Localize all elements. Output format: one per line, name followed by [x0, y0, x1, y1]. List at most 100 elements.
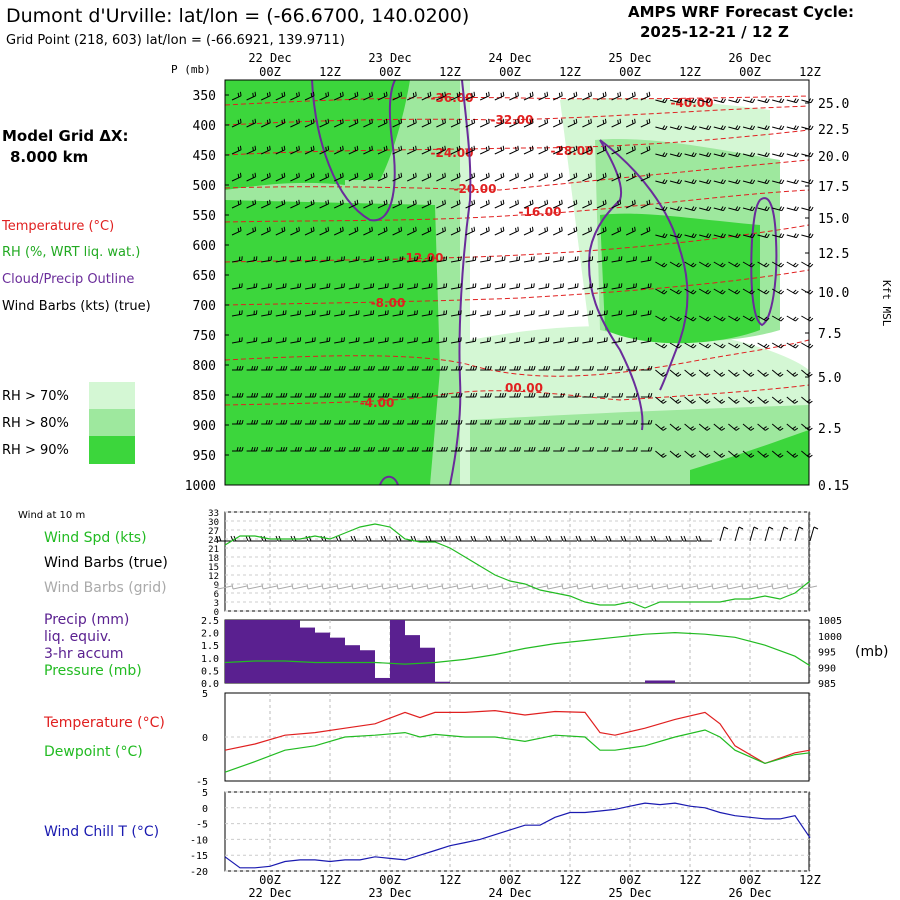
- wind-barb: [771, 288, 785, 295]
- wind-barb: [728, 179, 741, 185]
- wind-barb: [611, 199, 622, 209]
- wind-barb-true: [485, 535, 502, 542]
- bottom-time-label: 12Z: [319, 873, 341, 887]
- pressure-tick-label: 850: [193, 389, 216, 404]
- wind-barb: [377, 172, 388, 182]
- wind-barb: [378, 420, 390, 425]
- wind-barb: [640, 310, 652, 317]
- wind-barb: [509, 145, 519, 155]
- wind-barb: [260, 172, 271, 182]
- wind-barb: [436, 118, 446, 128]
- wind-barb-true: [764, 526, 774, 542]
- wind-barb: [538, 420, 551, 425]
- wind-barb: [436, 172, 446, 182]
- wind-barb: [436, 420, 448, 425]
- wind-barb: [567, 447, 580, 452]
- wind-barb: [231, 91, 242, 101]
- wind-barb: [494, 118, 505, 128]
- wind-barb: [771, 315, 785, 322]
- wind-barb: [728, 233, 741, 239]
- wind-barb: [494, 172, 505, 182]
- wind-barb: [611, 256, 623, 263]
- wind-barb-true: [575, 535, 592, 542]
- wind-barb: [348, 91, 359, 101]
- wind-barb: [319, 172, 330, 182]
- wind-barb: [305, 366, 317, 371]
- wind-barb: [757, 233, 770, 239]
- wind-barb: [655, 450, 667, 458]
- wind-barbs-grid-label: Wind Barbs (grid): [44, 580, 167, 596]
- top-day-label: 24 Dec: [488, 51, 531, 65]
- pressure-tick-label: 600: [193, 239, 216, 254]
- wind-barb: [334, 283, 345, 290]
- wind-barb: [771, 450, 784, 458]
- top-time-label: 00Z: [379, 65, 401, 79]
- pressure-tick-label: 550: [193, 209, 216, 224]
- wind-barb-grid: [666, 583, 683, 590]
- wind-barb-grid: [456, 583, 473, 590]
- wind-barb: [684, 206, 697, 212]
- top-time-label: 12Z: [559, 65, 581, 79]
- wind-barb: [363, 310, 375, 317]
- wind-barbs-true-label: Wind Barbs (true): [44, 555, 168, 571]
- wind-barb: [684, 342, 697, 349]
- wind-barb: [655, 233, 668, 239]
- height-tick-label: 0.15: [818, 479, 849, 494]
- wind-barb: [728, 423, 740, 431]
- pressure-tick-label: 350: [193, 89, 216, 104]
- wind-barb: [421, 366, 434, 371]
- wind-barb: [713, 152, 726, 158]
- wind-barb: [261, 393, 273, 398]
- wind-barb: [275, 118, 286, 128]
- wind-barb: [509, 172, 519, 182]
- wind-barb-true: [470, 535, 487, 542]
- wind-barb: [509, 393, 521, 398]
- wind-barb: [377, 199, 388, 209]
- wind-barb: [699, 233, 712, 239]
- wind-barb: [333, 118, 344, 128]
- wind-barb: [596, 172, 607, 182]
- wind-barb: [377, 256, 389, 263]
- pressure-label: Pressure (mb): [44, 663, 142, 679]
- wind-barb: [553, 256, 564, 263]
- wind-barb: [363, 256, 375, 263]
- wind-barb: [231, 337, 243, 344]
- wind-barb: [626, 256, 637, 263]
- wind-barb: [451, 366, 463, 371]
- wind-barb: [290, 310, 302, 317]
- pressure-ytick-label: 995: [818, 648, 836, 659]
- wind-barb: [640, 393, 653, 398]
- wind-barb: [655, 152, 668, 158]
- wind-barb: [669, 315, 682, 322]
- temperature-contour-label: -20.00: [454, 182, 497, 196]
- wind-barb: [713, 450, 726, 458]
- wind-barb: [655, 342, 668, 349]
- wind-barb: [392, 420, 405, 425]
- wind-barb-true: [245, 535, 262, 542]
- wind-barb: [406, 199, 417, 209]
- wind-barb: [524, 366, 536, 371]
- wind-barb: [304, 256, 316, 263]
- wind-barb: [523, 310, 535, 317]
- wind-barb: [684, 152, 697, 158]
- wind-barb-true: [350, 535, 367, 542]
- wind-barb: [567, 118, 578, 128]
- wind-barb: [260, 199, 271, 209]
- wind-barb: [261, 283, 272, 290]
- wind-barb: [669, 125, 683, 131]
- wind-barb: [757, 179, 770, 185]
- wind-barb: [698, 369, 711, 377]
- temperature-series-label: Temperature (°C): [43, 715, 165, 731]
- wind-barb: [553, 447, 565, 452]
- wind-ytick-label: 24: [208, 536, 219, 546]
- wind-barb: [348, 226, 359, 236]
- wind-barb: [348, 172, 359, 182]
- wind-barb: [479, 226, 490, 236]
- wind-barb: [625, 145, 636, 155]
- bottom-time-label: 00Z: [499, 873, 521, 887]
- wind-barb: [684, 369, 696, 377]
- top-time-label: 00Z: [259, 65, 281, 79]
- wind-barb-grid: [606, 583, 623, 590]
- wind-barb: [538, 172, 549, 182]
- height-tick-label: 22.5: [818, 123, 849, 138]
